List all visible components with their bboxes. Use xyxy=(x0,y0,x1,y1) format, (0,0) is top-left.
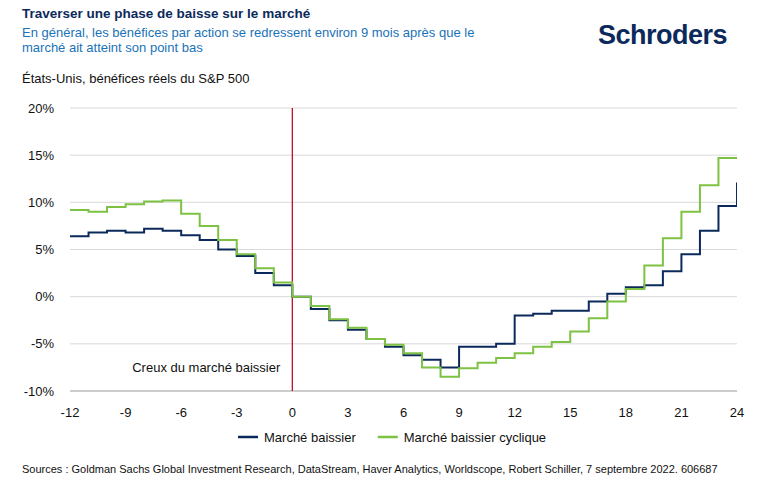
grid-line xyxy=(70,155,737,156)
y-tick-label: 10% xyxy=(28,195,54,210)
y-tick-label: 20% xyxy=(28,101,54,116)
grid-line xyxy=(70,108,737,109)
annotation-text: Creux du marché baissier xyxy=(132,360,281,375)
x-tick-label: 18 xyxy=(619,405,633,420)
legend-label: Marché baissier xyxy=(264,430,356,445)
legend-swatch xyxy=(238,436,258,439)
logo: Schroders xyxy=(598,20,727,51)
y-tick-label: 0% xyxy=(35,289,54,304)
x-tick-label: 0 xyxy=(289,405,296,420)
plot-area xyxy=(70,108,737,391)
x-tick-label: -3 xyxy=(231,405,243,420)
x-tick-label: 12 xyxy=(507,405,521,420)
y-tick-label: 15% xyxy=(28,148,54,163)
x-tick-label: 24 xyxy=(730,405,744,420)
y-tick-label: 5% xyxy=(35,242,54,257)
x-tick-label: 15 xyxy=(563,405,577,420)
legend-swatch xyxy=(378,436,398,439)
y-tick-label: -10% xyxy=(24,384,55,399)
x-tick-label: -9 xyxy=(120,405,132,420)
grid-line xyxy=(70,202,737,203)
grid-line xyxy=(70,391,737,392)
x-tick-label: 21 xyxy=(674,405,688,420)
series-line xyxy=(70,158,737,377)
series-line xyxy=(70,183,737,368)
x-tick-label: 3 xyxy=(344,405,351,420)
x-tick-label: -12 xyxy=(61,405,80,420)
source: Sources : Goldman Sachs Global Investmen… xyxy=(22,463,718,475)
y-tick-label: -5% xyxy=(31,336,55,351)
legend: Marché baissier Marché baissier cyclique xyxy=(238,430,546,445)
x-tick-label: 9 xyxy=(455,405,462,420)
chart: -10% -5% 0% 5% 10% 15% 20% -12 -9 -6 -3 0 3 6 9 12 15 18 2… xyxy=(0,0,770,492)
x-tick-label: 6 xyxy=(400,405,407,420)
subtitle: En général, les bénéfices par action se … xyxy=(22,25,492,55)
grid-line xyxy=(70,249,737,250)
annotation-line xyxy=(292,108,293,391)
y-label: États-Unis, bénéfices réels du S&P 500 xyxy=(22,71,249,86)
legend-label: Marché baissier cyclique xyxy=(404,430,546,445)
grid-line xyxy=(70,296,737,297)
x-tick-label: -6 xyxy=(175,405,187,420)
title: Traverser une phase de baisse sur le mar… xyxy=(22,6,310,21)
